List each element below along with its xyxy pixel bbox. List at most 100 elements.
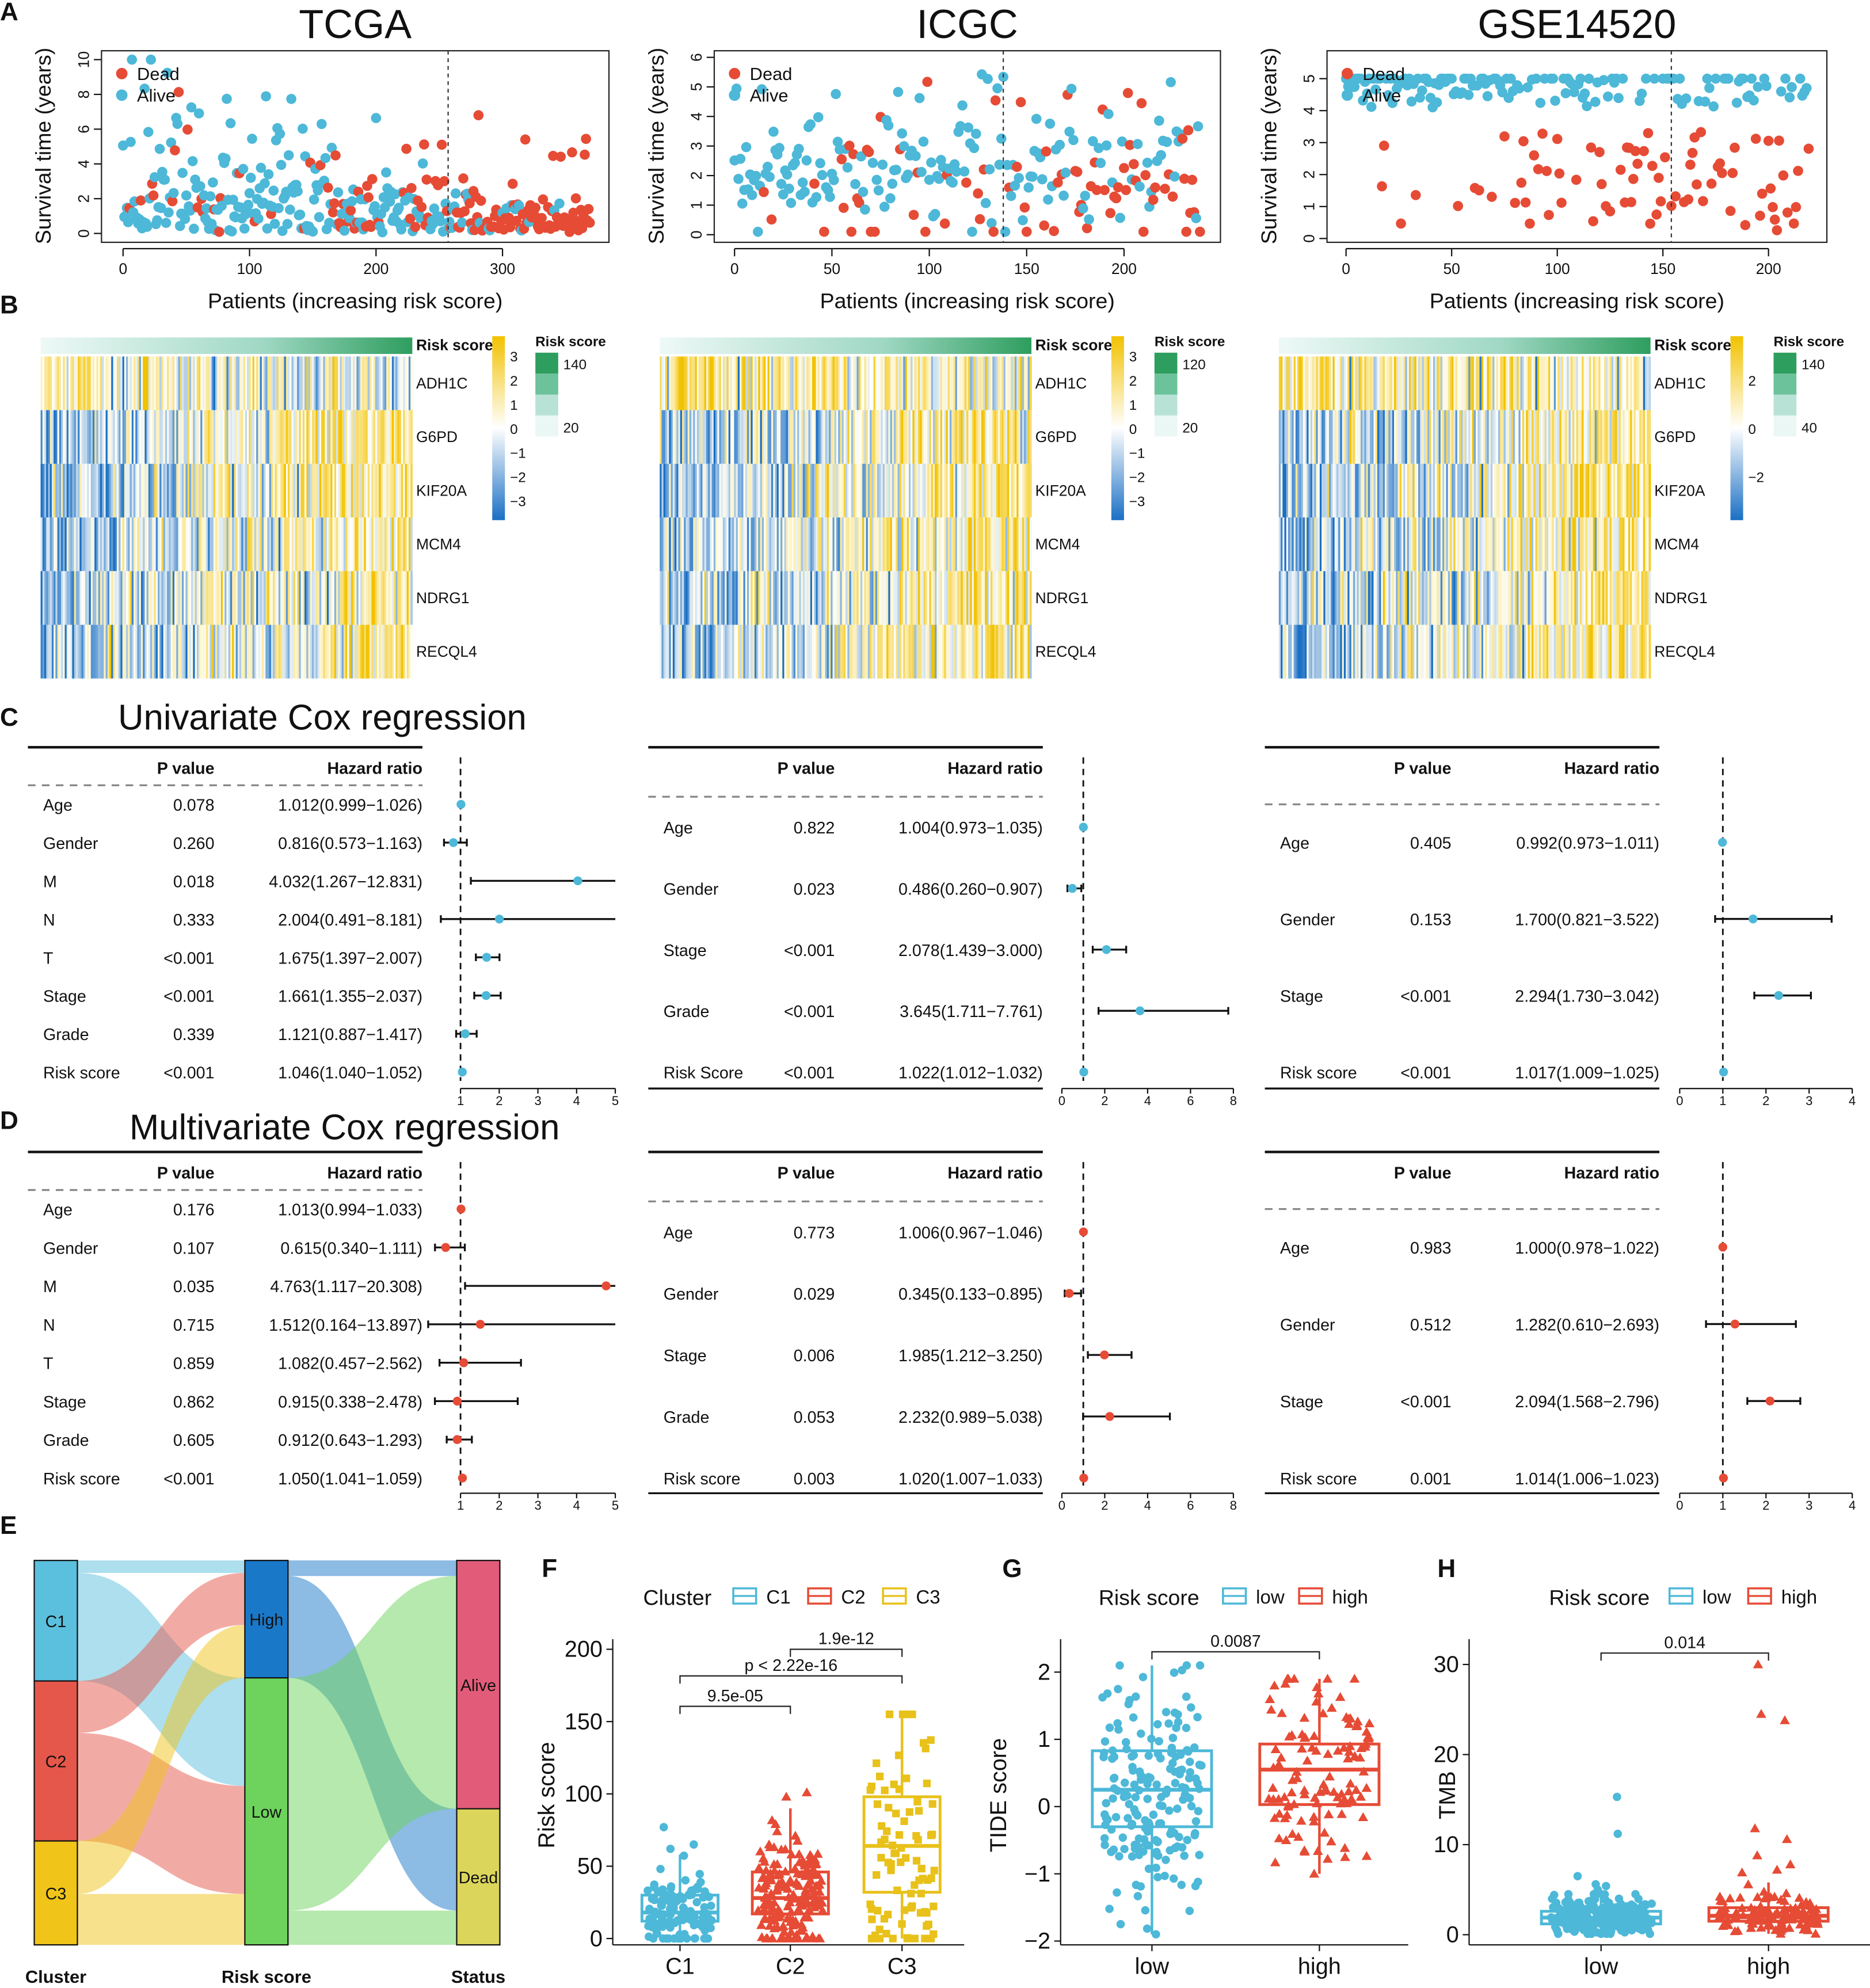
heatmap-cell [1568, 356, 1571, 410]
heatmap-cell [1643, 624, 1646, 679]
heatmap-cell [271, 410, 273, 464]
heatmap-cell [675, 356, 677, 410]
heatmap-cell [764, 356, 766, 410]
survival-point [1121, 185, 1132, 195]
row-variable: Age [664, 819, 693, 837]
heatmap-cell [1319, 356, 1322, 410]
heatmap-cell [1302, 356, 1305, 410]
heatmap-cell [665, 624, 668, 679]
heatmap-cell [222, 571, 225, 625]
heatmap-cell [154, 517, 157, 572]
heatmap-cell [384, 571, 387, 625]
heatmap-cell [119, 463, 121, 518]
survival-point [123, 217, 134, 227]
heatmap-cell [1321, 463, 1324, 518]
heatmap-cell [235, 571, 238, 625]
heatmap-cell [1000, 356, 1003, 410]
row-hazard-ratio: 2.078(1.439−3.000) [898, 942, 1043, 960]
heatmap-cell [300, 356, 303, 410]
heatmap-cell [1444, 624, 1447, 679]
heatmap-cell [1583, 571, 1586, 625]
heatmap-cell [964, 624, 967, 679]
heatmap-cell [864, 356, 867, 410]
heatmap-cell [1297, 410, 1300, 464]
survival-point [897, 128, 908, 139]
heatmap-cell [199, 356, 201, 410]
heatmap-cell [862, 517, 865, 572]
heatmap-cell [1360, 410, 1363, 464]
heatmap-cell [358, 463, 361, 518]
heatmap-cell [961, 517, 963, 572]
heatmap-cell [351, 410, 353, 464]
heatmap-cell [1299, 624, 1302, 679]
heatmap-cell [882, 624, 885, 679]
heatmap-cell [83, 410, 86, 464]
heatmap-cell [252, 624, 255, 679]
heatmap-cell [799, 463, 802, 518]
heatmap-cell [671, 410, 673, 464]
heatmap-cell [955, 463, 958, 518]
heatmap-cell [75, 410, 78, 464]
risk-legend-low: 40 [1802, 421, 1817, 436]
heatmap-cell [988, 517, 991, 572]
heatmap-cell [304, 624, 307, 679]
heatmap-cell [193, 356, 196, 410]
heatmap-cell [75, 571, 78, 625]
heatmap-cell [1027, 356, 1030, 410]
heatmap-cell [1476, 463, 1479, 518]
survival-point [1582, 101, 1592, 112]
heatmap-cell [908, 356, 911, 410]
heatmap-cell [1016, 517, 1019, 572]
heatmap-cell [873, 517, 876, 572]
heatmap-cell [767, 571, 770, 625]
heatmap-cell [46, 571, 49, 625]
heatmap-cell [1011, 463, 1014, 518]
hazard-ratio-point [1135, 1006, 1145, 1015]
heatmap-cell [862, 624, 865, 679]
heatmap-cell [894, 463, 896, 518]
heatmap-cell [284, 463, 287, 518]
heatmap-cell [901, 463, 904, 518]
heatmap-cell [864, 463, 867, 518]
heatmap-cell [1310, 410, 1313, 464]
heatmap-cell [321, 571, 324, 625]
heatmap-cell [725, 517, 728, 572]
survival-point [459, 206, 470, 216]
heatmap-cell [405, 517, 407, 572]
heatmap-cell [1003, 571, 1006, 625]
heatmap-cell [1305, 410, 1307, 464]
heatmap-cell [254, 410, 257, 464]
heatmap-cell [137, 410, 140, 464]
heatmap-cell [1609, 571, 1612, 625]
heatmap-cell [1302, 463, 1305, 518]
heatmap-cell [1464, 356, 1467, 410]
heatmap-cell [204, 356, 207, 410]
heatmap-cell [1018, 571, 1021, 625]
heatmap-cell [1574, 410, 1577, 464]
heatmap-cell [689, 517, 692, 572]
heatmap-cell [375, 463, 378, 518]
heatmap-cell [239, 571, 242, 625]
heatmap-cell [267, 571, 270, 625]
heatmap-cell [1641, 517, 1644, 572]
heatmap-cell [370, 571, 372, 625]
heatmap-cell [936, 410, 939, 464]
heatmap-cell [795, 463, 798, 518]
heatmap-cell [196, 356, 199, 410]
heatmap-cell [923, 517, 926, 572]
heatmap-cell [751, 356, 753, 410]
heatmap-cell [163, 571, 166, 625]
heatmap-cell [816, 356, 818, 410]
heatmap-cell [365, 571, 368, 625]
heatmap-cell [1020, 410, 1023, 464]
heatmap-cell [1422, 571, 1425, 625]
heatmap-cell [105, 624, 108, 679]
heatmap-cell [756, 517, 759, 572]
heatmap-cell [1382, 517, 1385, 572]
heatmap-cell [678, 624, 681, 679]
heatmap-cell [927, 410, 930, 464]
heatmap-cell [230, 463, 233, 518]
heatmap-cell [806, 410, 809, 464]
heatmap-cell [810, 624, 813, 679]
survival-point [1750, 134, 1761, 144]
